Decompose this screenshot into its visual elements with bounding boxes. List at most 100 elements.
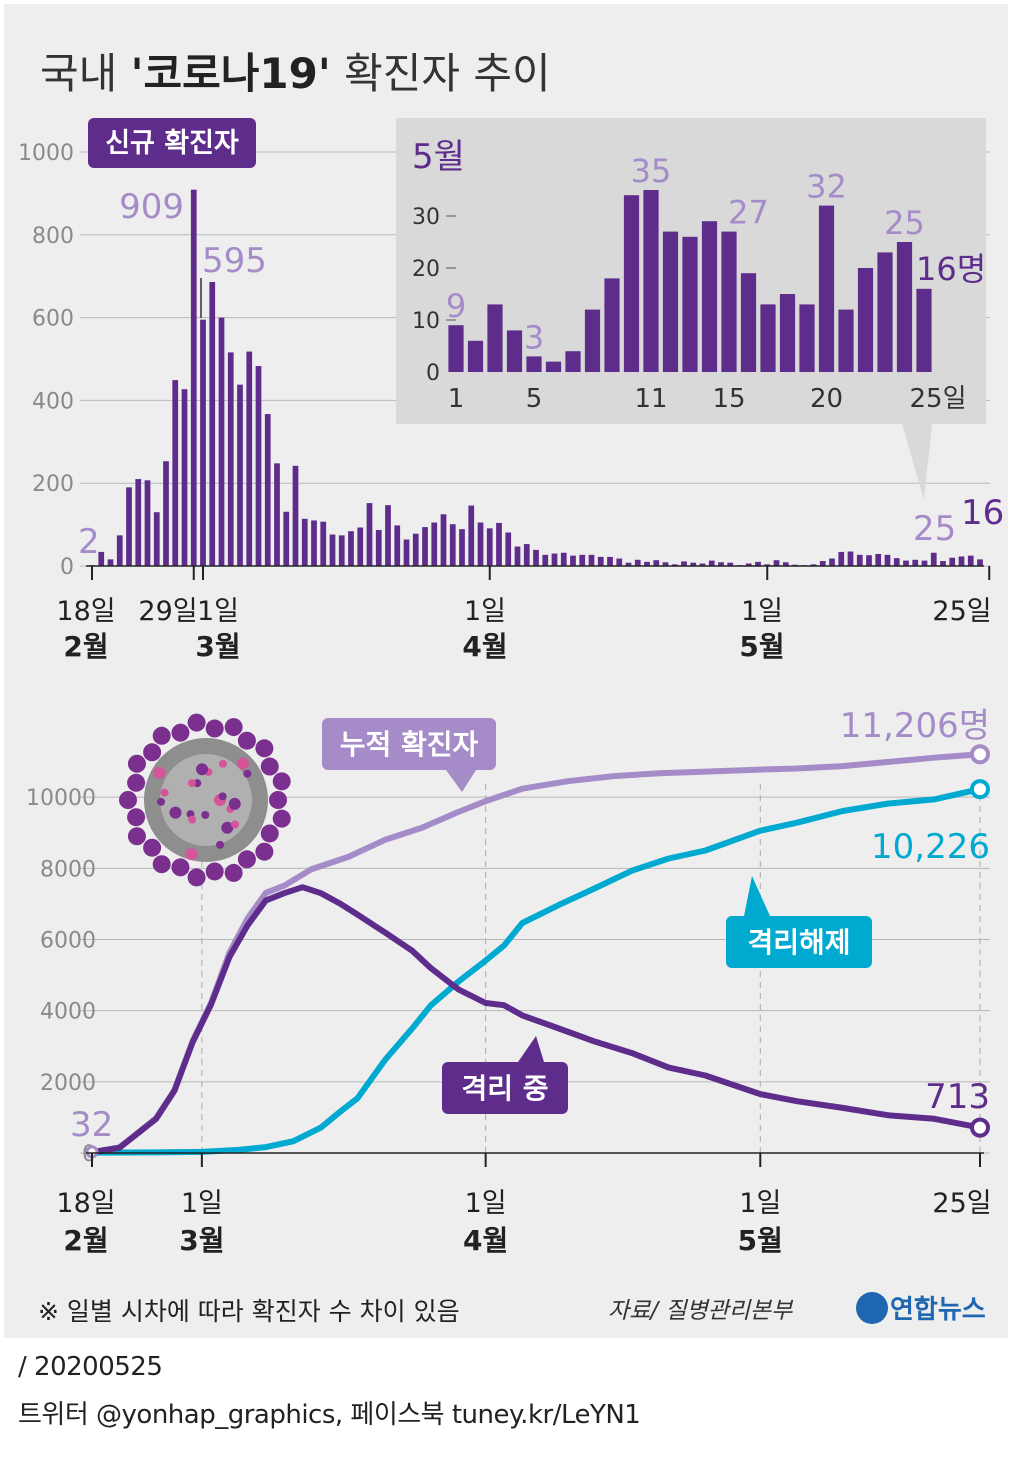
daily-bar — [301, 518, 308, 566]
daily-bar — [967, 555, 974, 566]
daily-bar — [681, 561, 687, 566]
inset-bar — [565, 351, 581, 372]
series-end-marker — [970, 1117, 990, 1138]
daily-bar — [449, 524, 456, 566]
daily-bar — [866, 555, 872, 566]
inset-bar — [545, 361, 562, 372]
inset-bar — [467, 340, 484, 372]
bottom-y-tick-label: 2000 — [40, 1071, 96, 1096]
inset-bar — [662, 231, 679, 372]
virus-surface-dots — [153, 757, 252, 861]
inset-bar — [779, 294, 796, 372]
virus-dot — [185, 848, 198, 861]
virus-dot — [188, 815, 197, 824]
series-name-cumulative: 누적 확진자 — [340, 728, 479, 761]
inset-bar — [584, 309, 601, 372]
inset-y-tick-label: 20 — [412, 257, 440, 282]
daily-bar — [718, 562, 724, 566]
daily-bar — [135, 479, 142, 566]
daily-bar — [440, 514, 447, 566]
virus-dot — [218, 759, 227, 768]
daily-bar — [496, 522, 502, 566]
inset-bar — [857, 268, 874, 372]
inset-bar — [643, 190, 659, 372]
daily-bar — [514, 546, 521, 566]
inset-bar — [487, 304, 503, 372]
end-label-isolated: 713 — [925, 1077, 990, 1117]
daily-bar — [348, 531, 354, 566]
top-x-day-label: 1일 — [464, 596, 506, 627]
inset-annotation: 16명 — [916, 250, 986, 288]
virus-spike — [237, 731, 256, 750]
top-x-month-label: 5월 — [739, 630, 784, 663]
daily-bar — [782, 562, 789, 566]
daily-bar — [403, 539, 410, 566]
start-label-cumulative: 32 — [70, 1105, 113, 1145]
top-y-tick-label: 400 — [32, 389, 74, 414]
daily-bar — [764, 564, 771, 566]
inset-x-ticks: 1 5 11 15 20 25일 — [448, 384, 967, 414]
inset-annotation: 9 — [446, 287, 466, 325]
yonhap-logo-text: 연합뉴스 — [890, 1295, 986, 1325]
daily-bar — [542, 554, 549, 566]
top-x-month-label: 2월 — [63, 630, 108, 663]
bottom-x-month-label: 3월 — [179, 1224, 224, 1257]
bottom-x-month-label: 2월 — [63, 1224, 108, 1257]
inset-y-tick-label: 30 — [412, 205, 440, 230]
daily-bar — [200, 319, 206, 566]
daily-bar — [893, 558, 900, 566]
footnote: ※ 일별 시차에 따라 확진자 수 차이 있음 — [38, 1297, 460, 1326]
inset-bar — [623, 195, 640, 372]
annotation-first-day: 2 — [78, 522, 100, 562]
daily-bar — [829, 558, 835, 566]
daily-bar — [607, 556, 613, 566]
bottom-y-tick-label: 10000 — [26, 786, 96, 811]
virus-spike — [127, 827, 146, 846]
source-credit: 자료/ 질병관리본부 — [608, 1298, 794, 1324]
virus-spike — [171, 858, 190, 877]
virus-dot — [169, 806, 182, 819]
bottom-chart-x-axis: 18일 2월 1일 3월 1일 4월 1일 5월 25일 — [56, 1152, 992, 1257]
daily-bar — [486, 528, 493, 566]
bottom-x-day-label: 1일 — [181, 1188, 223, 1219]
inset-annotation: 25 — [884, 204, 925, 242]
daily-bar — [699, 563, 706, 566]
daily-bar — [847, 551, 854, 566]
bottom-x-month-label: 5월 — [738, 1224, 783, 1257]
top-x-day-label: 18일 — [56, 596, 115, 627]
daily-bar — [163, 461, 169, 566]
top-x-month-label: 4월 — [462, 630, 507, 663]
daily-bar — [459, 529, 465, 566]
virus-dot — [153, 766, 166, 779]
daily-bar — [366, 503, 373, 566]
inset-bar — [604, 278, 620, 372]
daily-bar — [412, 533, 419, 566]
virus-spike — [224, 718, 243, 737]
virus-spikes — [119, 713, 291, 887]
daily-bar — [653, 560, 660, 566]
inset-bar — [818, 205, 835, 372]
inset-annotation: 35 — [631, 152, 672, 190]
daily-bar — [468, 505, 475, 566]
virus-spike — [187, 868, 206, 887]
inset-x-tick-label: 11 — [634, 384, 667, 414]
top-chart-y-ticks: 0 200 400 600 800 1000 — [18, 141, 74, 580]
daily-bar — [662, 562, 669, 566]
daily-bar — [579, 554, 586, 566]
virus-dot — [228, 797, 241, 810]
daily-bar — [431, 522, 438, 566]
daily-bar — [560, 552, 567, 566]
cumulative-lines — [85, 744, 990, 1159]
inset-bar — [721, 231, 737, 372]
virus-dot — [196, 763, 209, 776]
annotation-may-24: 25 — [913, 509, 956, 549]
daily-bar — [625, 562, 632, 566]
daily-bar — [533, 549, 539, 566]
inset-x-tick-label: 15 — [712, 384, 745, 414]
top-y-tick-label: 0 — [60, 555, 74, 580]
top-x-day-label: 29일 — [138, 596, 197, 627]
daily-bar — [190, 189, 197, 566]
daily-bar — [283, 511, 290, 566]
virus-spike — [152, 855, 171, 874]
